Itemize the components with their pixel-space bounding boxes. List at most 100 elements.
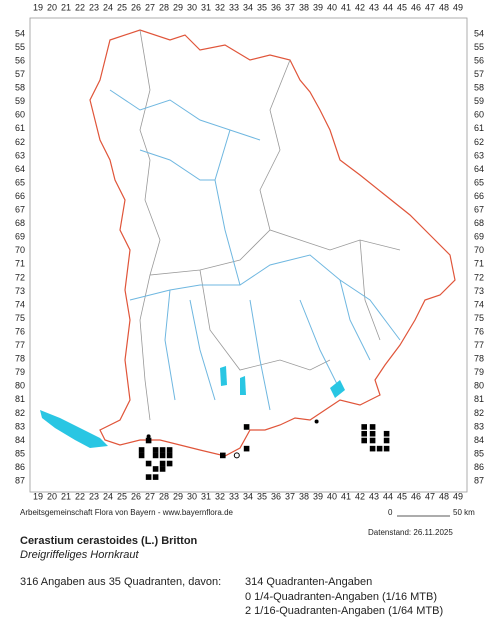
row-label: 65 [474,177,484,187]
row-label: 59 [15,96,25,106]
row-label: 70 [474,245,484,255]
occurrence-square [152,452,159,459]
lake-starnberg [240,376,246,395]
row-label: 64 [15,164,25,174]
occurrence-square [369,424,376,430]
column-label: 49 [453,491,463,501]
column-label: 36 [271,491,281,501]
row-label: 56 [474,55,484,65]
occurrence-square [369,437,376,444]
column-label: 44 [383,491,393,501]
grid-labels: 19 19 20 20 21 21 22 22 23 23 24 24 25 25 26 26 27 27 28 28… [15,2,484,501]
occurrence-square [145,437,152,444]
row-label: 70 [15,245,25,255]
column-label: 26 [131,491,141,501]
column-label: 38 [299,2,309,12]
column-label: 38 [299,491,309,501]
row-label: 83 [15,421,25,431]
column-label: 47 [425,491,435,501]
row-label: 85 [15,448,25,458]
column-label: 19 [33,2,43,12]
lake-ammersee [220,366,227,386]
occurrence-dot [314,419,319,424]
column-label: 30 [187,2,197,12]
column-label: 45 [397,491,407,501]
occurrence-square [138,452,145,459]
row-label: 78 [474,354,484,364]
column-label: 23 [89,491,99,501]
row-label: 87 [15,476,25,486]
column-label: 19 [33,491,43,501]
row-label: 71 [474,259,484,269]
row-label: 84 [474,435,484,445]
row-label: 69 [474,232,484,242]
row-label: 77 [15,340,25,350]
column-label: 48 [439,2,449,12]
column-label: 24 [103,491,113,501]
row-label: 73 [15,286,25,296]
row-label: 54 [474,28,484,38]
occurrence-dot [146,434,151,439]
column-label: 35 [257,2,267,12]
row-label: 63 [15,150,25,160]
row-label: 87 [474,476,484,486]
column-label: 29 [173,2,183,12]
column-label: 21 [61,491,71,501]
row-label: 77 [474,340,484,350]
column-label: 21 [61,2,71,12]
row-label: 84 [15,435,25,445]
row-label: 66 [474,191,484,201]
row-label: 75 [474,313,484,323]
lake-chiemsee [330,380,345,398]
row-label: 62 [474,137,484,147]
row-label: 67 [474,205,484,215]
row-label: 71 [15,259,25,269]
row-label: 57 [15,69,25,79]
column-label: 34 [243,491,253,501]
row-label: 82 [15,408,25,418]
occurrence-square [243,445,250,452]
stats-line: 0 1/4-Quadranten-Angaben (1/16 MTB) [245,591,437,603]
column-label: 29 [173,491,183,501]
row-label: 83 [474,421,484,431]
date: Datenstand: 26.11.2025 [368,528,453,537]
column-label: 27 [145,491,155,501]
row-label: 58 [15,83,25,93]
row-label: 57 [474,69,484,79]
row-label: 78 [15,354,25,364]
district-borders [139,29,401,421]
column-label: 41 [341,491,351,501]
row-label: 81 [15,394,25,404]
column-label: 28 [159,2,169,12]
row-label: 80 [474,381,484,391]
state-border [89,29,456,457]
occurrence-square [138,447,145,453]
occurrence-square [159,452,166,459]
stats-line: 2 1/16-Quadranten-Angaben (1/64 MTB) [245,605,443,617]
occurrence-circle [233,452,240,459]
row-label: 55 [15,42,25,52]
column-label: 20 [47,491,57,501]
column-label: 45 [397,2,407,12]
row-label: 63 [474,150,484,160]
bavaria-map [40,29,456,457]
column-label: 31 [201,2,211,12]
occurrence-square [159,460,166,467]
row-label: 60 [474,110,484,120]
row-label: 74 [474,299,484,309]
row-label: 68 [474,218,484,228]
column-label: 34 [243,2,253,12]
occurrence-square [383,445,390,452]
column-label: 42 [355,491,365,501]
column-label: 41 [341,2,351,12]
row-label: 85 [474,448,484,458]
row-label: 67 [15,205,25,215]
column-label: 25 [117,491,127,501]
column-label: 46 [411,491,421,501]
occurrence-square [369,430,376,437]
row-label: 79 [474,367,484,377]
row-label: 73 [474,286,484,296]
common-name: Dreigriffeliges Hornkraut [20,549,140,561]
column-label: 32 [215,2,225,12]
row-label: 68 [15,218,25,228]
